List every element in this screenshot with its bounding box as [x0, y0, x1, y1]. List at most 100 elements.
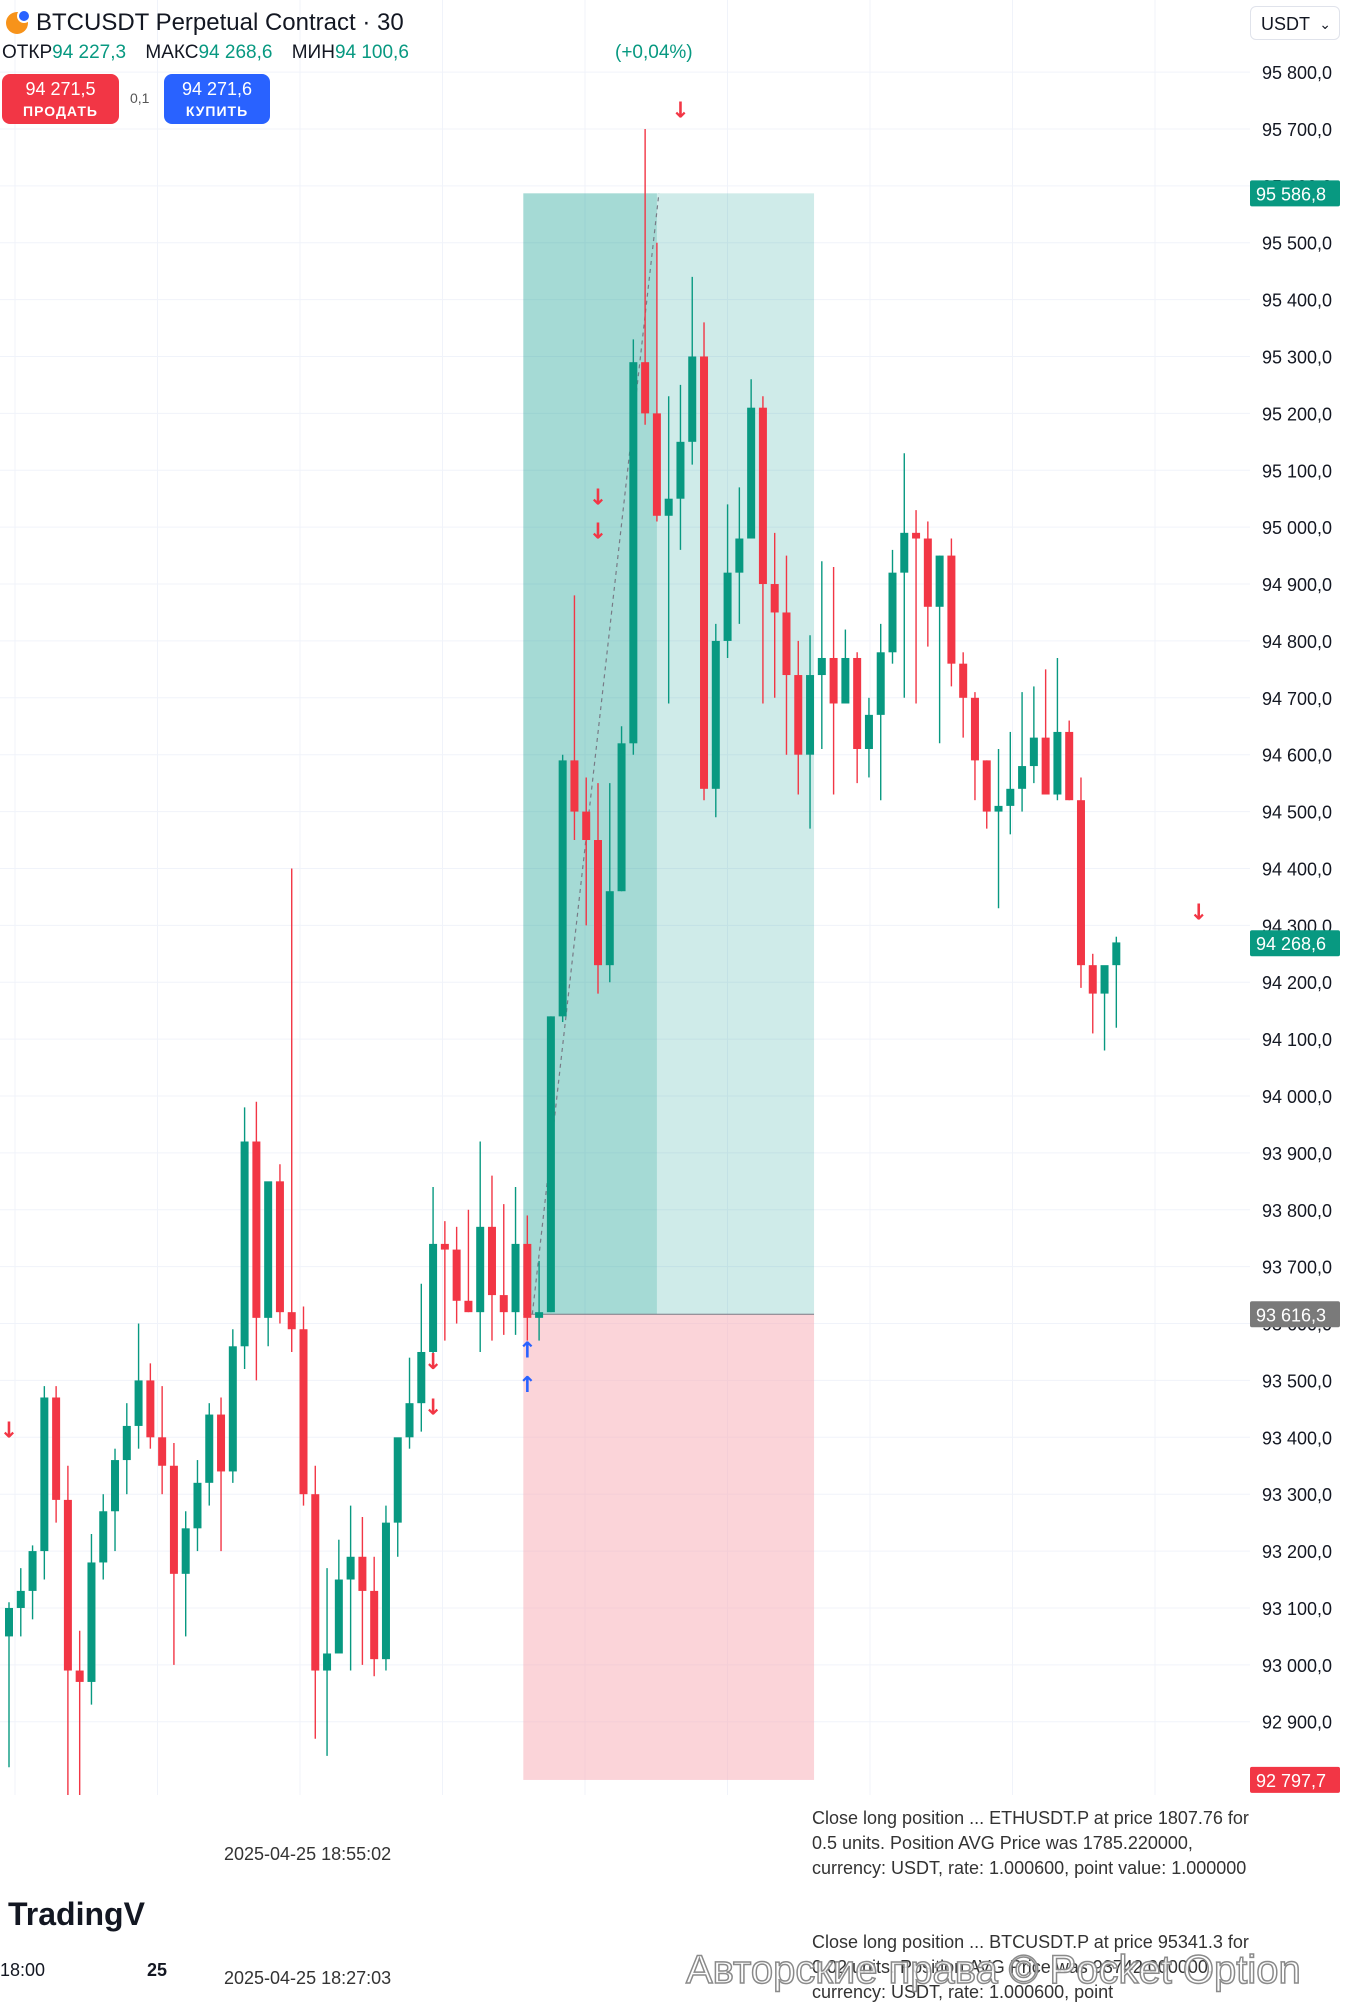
candle	[393, 1437, 402, 1523]
candle	[252, 1141, 261, 1318]
candle	[582, 811, 591, 841]
candle	[959, 663, 968, 698]
symbol-header: BTCUSDT Perpetual Contract · 30	[0, 6, 404, 40]
tradingview-logo[interactable]: TradingV	[8, 1896, 200, 1933]
sell-marker-icon: ↓	[1190, 901, 1208, 926]
candle	[358, 1556, 367, 1591]
price-tick-label: 95 000,0	[1262, 518, 1332, 538]
high-value: 94 268,6	[198, 42, 273, 63]
tradingview-logo-text: TradingV	[8, 1896, 145, 1932]
candle	[228, 1346, 237, 1472]
candle	[499, 1295, 508, 1313]
chevron-down-icon: ⌄	[1319, 16, 1331, 32]
candle	[546, 1016, 555, 1313]
candle	[982, 760, 991, 812]
price-tick-label: 95 800,0	[1262, 63, 1332, 83]
candle	[923, 538, 932, 607]
candle	[452, 1249, 461, 1301]
candle	[664, 498, 673, 516]
candle	[63, 1499, 72, 1671]
candle	[122, 1425, 131, 1461]
candle	[1018, 766, 1027, 789]
currency-value: USDT	[1261, 14, 1310, 34]
candle	[806, 675, 815, 755]
candle	[158, 1437, 167, 1466]
ohlc-legend: ОТКР94 227,3 МАКС94 268,6 МИН94 100,6 (+…	[2, 42, 693, 64]
candle	[1041, 737, 1050, 795]
price-tick-label: 95 700,0	[1262, 120, 1332, 140]
sell-marker-icon: ↓	[589, 485, 607, 510]
candle	[876, 652, 885, 715]
candle	[1088, 965, 1097, 994]
low-label: МИН	[291, 42, 335, 63]
profit-zone-filled	[523, 193, 657, 1315]
sell-button[interactable]: 94 271,5 ПРОДАТЬ	[2, 74, 119, 124]
candle	[169, 1465, 178, 1574]
price-tick-label: 94 100,0	[1262, 1030, 1332, 1050]
candle	[146, 1380, 155, 1438]
candle	[558, 760, 567, 1017]
candle	[16, 1590, 25, 1608]
price-tick-label: 93 900,0	[1262, 1144, 1332, 1164]
candle	[676, 441, 685, 499]
candle	[1076, 800, 1085, 966]
price-tick-label: 94 000,0	[1262, 1087, 1332, 1107]
candle	[1029, 737, 1038, 767]
price-tick-label: 94 800,0	[1262, 632, 1332, 652]
candle	[323, 1653, 332, 1671]
candle	[429, 1243, 438, 1352]
price-axis	[1250, 0, 1347, 1795]
candle	[464, 1300, 473, 1313]
candle	[75, 1670, 84, 1682]
trade-log-panel	[200, 1795, 1347, 2000]
sell-label: ПРОДАТЬ	[23, 103, 98, 119]
candle	[40, 1397, 49, 1552]
price-tick-label: 94 900,0	[1262, 575, 1332, 595]
symbol-title[interactable]: BTCUSDT Perpetual Contract · 30	[36, 9, 404, 36]
price-tick-label: 93 700,0	[1262, 1258, 1332, 1278]
candle	[440, 1243, 449, 1250]
price-tick-label: 93 300,0	[1262, 1485, 1332, 1505]
price-tick-label: 93 100,0	[1262, 1599, 1332, 1619]
candle	[629, 362, 638, 744]
price-tick-label: 93 800,0	[1262, 1201, 1332, 1221]
sell-marker-icon: ↓	[424, 1350, 442, 1375]
candle	[605, 891, 614, 966]
candle	[935, 555, 944, 607]
candle	[723, 572, 732, 641]
low-value: 94 100,6	[334, 42, 409, 63]
candle	[570, 760, 579, 812]
candle	[334, 1579, 343, 1654]
copyright-watermark: Авторские права © Pocket Option	[685, 1947, 1301, 1993]
price-label-box	[1250, 1766, 1340, 1793]
candle	[381, 1522, 390, 1660]
bitcoin-logo-icon	[6, 9, 31, 34]
x-tick-time: 18:00	[0, 1960, 46, 1980]
price-tick-label: 95 200,0	[1262, 404, 1332, 424]
candle	[700, 356, 709, 789]
buy-price: 94 271,6	[181, 79, 253, 99]
sell-marker-icon: ↓	[424, 1396, 442, 1421]
log-message: Close long position ... BTCUSDT.P at pri…	[812, 1932, 1249, 2002]
candle	[994, 805, 1003, 812]
buy-button[interactable]: 94 271,6 КУПИТЬ	[164, 74, 270, 124]
log-timestamp: 2025-04-25 18:27:03	[224, 1968, 392, 1988]
open-label: ОТКР	[2, 42, 53, 63]
price-tick-label: 95 500,0	[1262, 234, 1332, 254]
currency-select[interactable]: USDT ⌄	[1250, 6, 1340, 40]
candle	[217, 1414, 226, 1472]
buy-marker-icon: ↑	[518, 1373, 536, 1398]
spread-value: 0,1	[130, 90, 150, 106]
change-percent: (+0,04%)	[615, 42, 693, 63]
footer-left-panel	[0, 1795, 200, 2000]
candle	[523, 1243, 532, 1318]
candle	[28, 1551, 37, 1591]
candle	[841, 657, 850, 704]
candle	[134, 1380, 143, 1426]
price-tick-label: 94 400,0	[1262, 859, 1332, 879]
candle	[900, 532, 909, 573]
candle	[370, 1590, 379, 1660]
candle	[947, 555, 956, 664]
